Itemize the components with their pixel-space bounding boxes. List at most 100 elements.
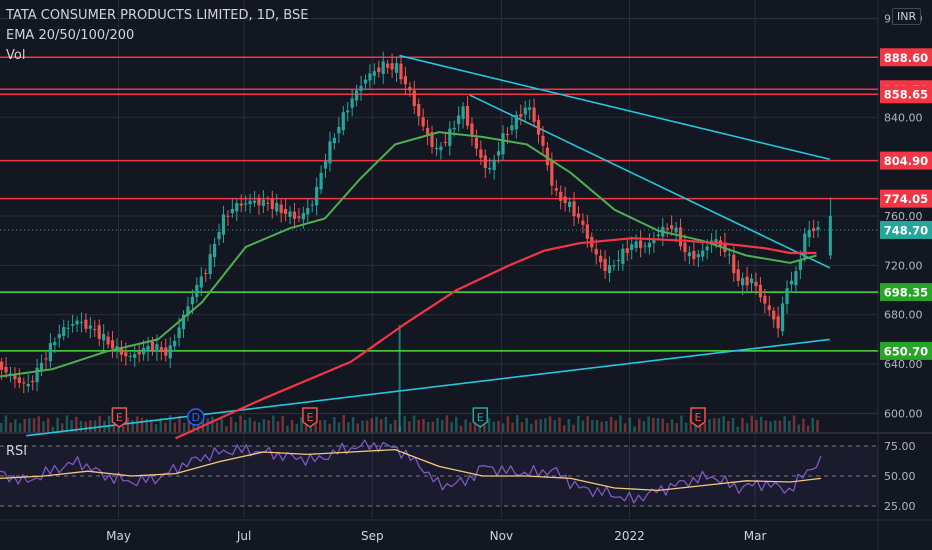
volume-label[interactable]: Vol bbox=[6, 48, 26, 63]
candle bbox=[465, 105, 470, 126]
volume-bar bbox=[220, 419, 223, 432]
volume-bar bbox=[675, 423, 679, 432]
candle bbox=[670, 225, 674, 229]
ema-indicator-label[interactable]: EMA 20/50/100/200 bbox=[6, 28, 135, 43]
volume-bar bbox=[168, 415, 172, 432]
volume-bar bbox=[276, 421, 280, 432]
volume-bar bbox=[9, 422, 12, 432]
candle bbox=[31, 380, 35, 383]
volume-bar bbox=[56, 417, 59, 432]
trendline-1 bbox=[469, 94, 831, 269]
volume-bar bbox=[516, 415, 519, 432]
volume-spike bbox=[398, 325, 401, 432]
candle bbox=[217, 232, 221, 240]
volume-bar bbox=[581, 420, 585, 432]
y-tick-label: 760.00 bbox=[884, 210, 923, 223]
candle bbox=[137, 351, 141, 355]
candle bbox=[283, 208, 288, 214]
candle bbox=[133, 354, 137, 358]
candle bbox=[545, 147, 550, 166]
candle bbox=[22, 382, 26, 384]
candle bbox=[368, 73, 372, 81]
candle bbox=[97, 325, 101, 339]
candle bbox=[812, 228, 816, 232]
volume-bar bbox=[75, 416, 78, 432]
ema-red-line bbox=[175, 237, 817, 440]
trendline-2 bbox=[26, 338, 830, 437]
volume-bar bbox=[145, 419, 148, 432]
volume-bar bbox=[173, 422, 177, 432]
candle bbox=[146, 345, 150, 352]
candle bbox=[696, 254, 700, 258]
volume-bar bbox=[70, 420, 73, 432]
event-label: E bbox=[695, 411, 702, 424]
candle bbox=[315, 186, 319, 206]
candle bbox=[279, 204, 283, 213]
candle bbox=[665, 228, 669, 230]
candle bbox=[230, 209, 234, 214]
candle bbox=[44, 358, 48, 360]
candle bbox=[221, 214, 226, 235]
last-price-label-bg bbox=[880, 220, 932, 239]
volume-bar bbox=[436, 417, 439, 432]
volume-bar bbox=[229, 416, 233, 432]
currency-badge[interactable]: INR bbox=[892, 8, 922, 25]
volume-bar bbox=[713, 418, 716, 432]
candle bbox=[741, 278, 745, 286]
candle bbox=[554, 188, 558, 191]
candle bbox=[789, 280, 794, 285]
candle bbox=[110, 340, 115, 349]
price-level-label: 774.05 bbox=[884, 192, 928, 206]
volume-bar bbox=[337, 422, 341, 432]
volume-bar bbox=[759, 416, 763, 432]
volume-bar bbox=[379, 419, 383, 432]
volume-bar bbox=[534, 419, 538, 432]
candle bbox=[226, 215, 230, 217]
x-tick-label: Sep bbox=[361, 529, 384, 543]
candle bbox=[177, 327, 181, 338]
volume-bar bbox=[586, 416, 589, 432]
candle bbox=[576, 213, 581, 218]
candle bbox=[541, 135, 545, 146]
volume-bar bbox=[806, 425, 810, 432]
volume-bar bbox=[394, 420, 397, 432]
volume-bar bbox=[647, 416, 650, 432]
candle bbox=[288, 211, 292, 217]
price-level-label: 804.90 bbox=[884, 154, 928, 168]
candle bbox=[141, 347, 146, 355]
candle bbox=[399, 63, 403, 80]
volume-bar bbox=[408, 421, 411, 432]
volume-bar bbox=[689, 415, 693, 432]
candle bbox=[239, 203, 243, 206]
candle bbox=[337, 126, 341, 134]
price-level-label-bg bbox=[880, 48, 932, 67]
candle bbox=[377, 67, 381, 73]
rsi-tick-label: 75.00 bbox=[884, 440, 916, 453]
volume-bar bbox=[816, 420, 819, 432]
candle bbox=[763, 295, 767, 304]
y-tick-label: 640.00 bbox=[884, 358, 923, 371]
candle bbox=[625, 248, 629, 254]
candle bbox=[767, 305, 771, 311]
rsi-label[interactable]: RSI bbox=[6, 444, 28, 459]
candle bbox=[17, 377, 21, 383]
candle bbox=[492, 159, 496, 171]
price-level-label-bg bbox=[880, 341, 932, 360]
candle bbox=[745, 276, 749, 286]
candle bbox=[550, 161, 554, 186]
volume-bar bbox=[619, 415, 622, 432]
volume-bar bbox=[731, 418, 735, 432]
candle bbox=[421, 117, 425, 127]
volume-bar bbox=[802, 418, 805, 432]
volume-bar bbox=[243, 419, 247, 432]
candle bbox=[532, 107, 536, 122]
candle bbox=[754, 281, 758, 287]
candle bbox=[173, 340, 177, 347]
dividend-marker bbox=[187, 408, 205, 426]
candle bbox=[652, 238, 656, 244]
x-tick-label: May bbox=[106, 529, 131, 543]
volume-bar bbox=[605, 421, 608, 432]
candle bbox=[168, 345, 172, 359]
candle bbox=[807, 229, 811, 238]
